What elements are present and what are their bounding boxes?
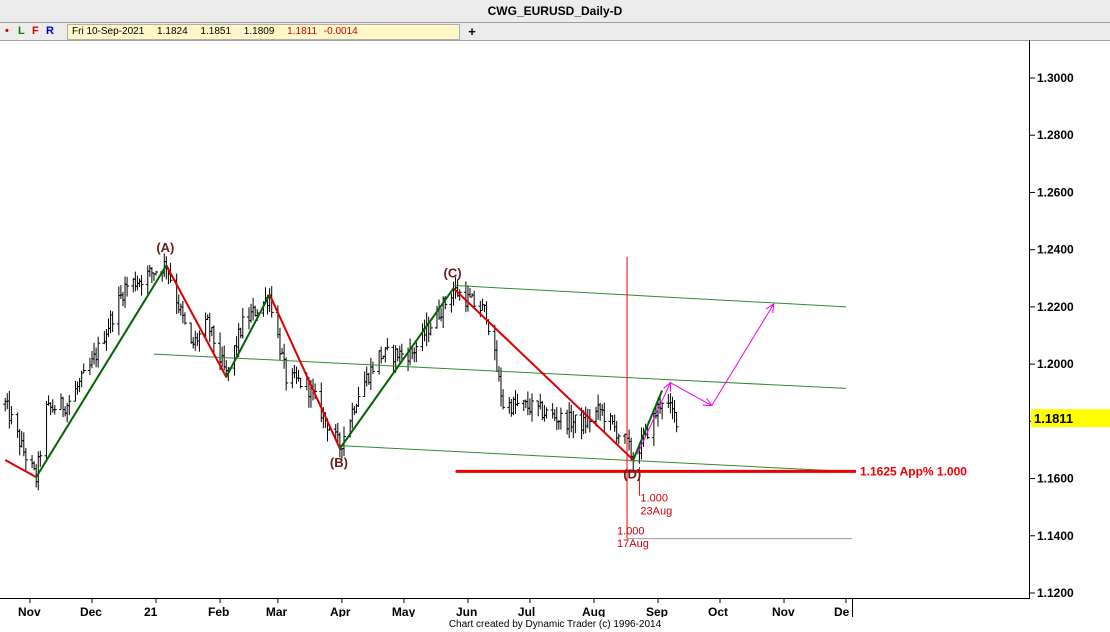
- x-tick-label: Nov: [18, 605, 41, 617]
- y-tick-label: 1.1600: [1037, 472, 1074, 486]
- quote-low: 1.1809: [243, 26, 275, 37]
- last-price-tag: 1.1811: [1031, 409, 1110, 428]
- time-marker-ratio: 1.000: [617, 525, 645, 537]
- projection-segment: [670, 382, 712, 407]
- record-dot-icon[interactable]: •: [5, 25, 9, 37]
- time-marker-date: 23Aug: [640, 505, 672, 517]
- last-price-label: 1.1811: [1034, 411, 1073, 426]
- wave-down-line: [452, 287, 634, 461]
- ohlc-bars: [3, 253, 679, 491]
- wave-up-line: [339, 287, 455, 450]
- y-axis: 1.12001.14001.16001.18001.20001.22001.24…: [1030, 71, 1074, 600]
- time-marker-ratio: 1.000: [640, 492, 668, 504]
- channel-line: [339, 445, 847, 472]
- x-tick-label: De: [834, 605, 850, 617]
- projection-path: [636, 303, 775, 455]
- y-tick-label: 1.1200: [1037, 586, 1074, 600]
- quote-close: 1.1811: [287, 26, 318, 37]
- quote-change: -0.0014: [323, 26, 358, 37]
- support-line: 1.1625 App% 1.000: [455, 464, 967, 478]
- wave-up-line: [35, 264, 168, 478]
- x-tick-label: Mar: [266, 605, 288, 617]
- x-tick-label: Oct: [708, 605, 728, 617]
- swing-labels: (A) (B) (C) (D): [156, 240, 641, 482]
- wave-down-line: [4, 459, 37, 478]
- chart-toolbar: • L F R Fri 10-Sep-2021 1.1824 1.1851 1.…: [0, 23, 1110, 41]
- quote-readout: Fri 10-Sep-2021 1.1824 1.1851 1.1809 1.1…: [67, 24, 460, 40]
- x-tick-label: 21: [144, 605, 158, 617]
- support-label: 1.1625 App% 1.000: [860, 464, 967, 478]
- channel-lines: [153, 284, 847, 472]
- projection-segment: [636, 382, 671, 455]
- projection-arrowhead: [765, 303, 775, 314]
- channel-line: [153, 353, 847, 389]
- f-button[interactable]: F: [32, 25, 39, 37]
- x-tick-label: Jun: [456, 605, 477, 617]
- swing-label: (C): [443, 266, 461, 281]
- time-marker-date: 17Aug: [617, 538, 649, 550]
- y-tick-label: 1.2000: [1037, 357, 1074, 371]
- wave-down-line: [268, 294, 341, 449]
- last-price-box: [1031, 409, 1110, 428]
- swing-label: (B): [330, 455, 348, 470]
- x-tick-label: Sep: [646, 605, 668, 617]
- quote-date: Fri 10-Sep-2021: [72, 26, 145, 37]
- y-tick-label: 1.2800: [1037, 128, 1074, 142]
- y-tick-label: 1.1400: [1037, 529, 1074, 543]
- wave-up-line: [632, 390, 664, 461]
- r-button[interactable]: R: [46, 25, 54, 37]
- projection-segment: [711, 303, 775, 406]
- swing-label: (A): [156, 240, 174, 255]
- channel-line: [453, 284, 847, 308]
- y-tick-label: 1.2400: [1037, 243, 1074, 257]
- x-axis: Nov Dec 21 Feb Mar Apr May Jun Jul Aug Sep Oct Nov De: [18, 598, 850, 617]
- x-tick-label: Feb: [208, 605, 229, 617]
- x-tick-label: Jul: [518, 605, 535, 617]
- x-tick-label: Dec: [80, 605, 102, 617]
- wave-down-line: [165, 264, 228, 378]
- y-tick-label: 1.3000: [1037, 71, 1074, 85]
- window-title: CWG_EURUSD_Daily-D: [0, 0, 1110, 23]
- y-tick-label: 1.2200: [1037, 300, 1074, 314]
- x-tick-label: Aug: [582, 605, 605, 617]
- y-tick-label: 1.2600: [1037, 185, 1074, 199]
- x-tick-label: Apr: [330, 605, 351, 617]
- x-tick-label: May: [392, 605, 416, 617]
- quote-open: 1.1824: [157, 26, 188, 37]
- footer-credit: Chart created by Dynamic Trader (c) 1996…: [448, 619, 662, 630]
- l-button[interactable]: L: [18, 25, 25, 37]
- quote-high: 1.1851: [200, 26, 232, 37]
- wave-zigzag: [4, 264, 664, 478]
- x-tick-label: Nov: [772, 605, 795, 617]
- add-button[interactable]: +: [468, 24, 476, 39]
- wave-up-line: [225, 294, 271, 378]
- swing-label: (D): [623, 467, 641, 482]
